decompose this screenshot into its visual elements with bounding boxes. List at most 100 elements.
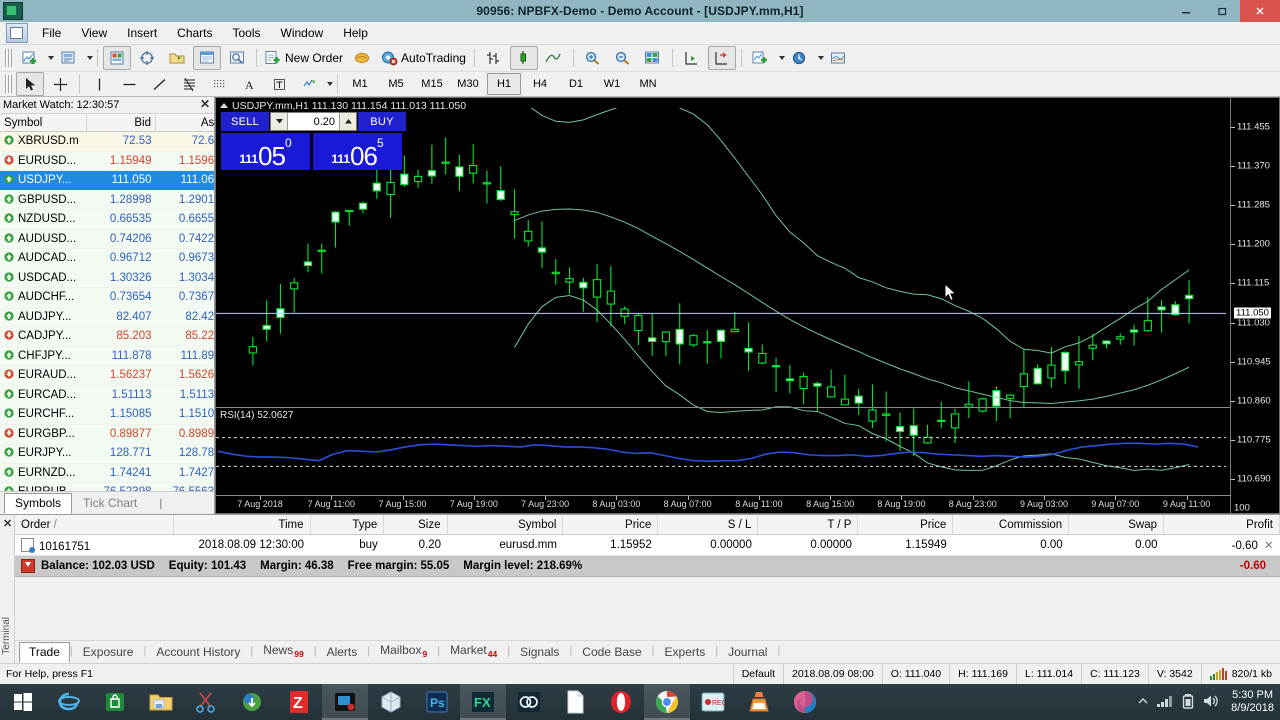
timeframe-mn[interactable]: MN xyxy=(639,78,657,90)
3d-builder-icon[interactable] xyxy=(368,684,414,720)
price-chart[interactable]: USDJPY.mm,H1 111.130 111.154 111.013 111… xyxy=(215,97,1280,514)
line-chart-icon[interactable] xyxy=(540,46,568,70)
price-scale[interactable]: 111.455 111.370 111.285 111.200 111.115 111.0… xyxy=(1230,98,1279,513)
sell-button[interactable]: SELL xyxy=(221,112,269,131)
internet-explorer-icon[interactable] xyxy=(46,684,92,720)
market-watch-row[interactable]: EURRUB...76.5239876.55635 xyxy=(0,482,214,491)
screen-recorder-icon[interactable] xyxy=(322,684,368,720)
col-commission[interactable]: Commission xyxy=(952,515,1070,535)
col-type[interactable]: Type xyxy=(310,515,385,535)
candlestick-chart-icon[interactable] xyxy=(509,46,538,70)
microsoft-store-icon[interactable] xyxy=(92,684,138,720)
tab-signals[interactable]: Signals xyxy=(520,645,560,659)
equidistant-channel-icon[interactable] xyxy=(205,72,233,96)
tab-market[interactable]: Market44 xyxy=(450,643,498,659)
fibonacci-icon[interactable] xyxy=(175,72,203,96)
zoom-in-icon[interactable] xyxy=(579,46,607,70)
text-icon[interactable]: A xyxy=(235,72,263,96)
mql5-community-icon[interactable] xyxy=(348,46,376,70)
table-row[interactable]: 10161751 2018.08.09 12:30:00 buy 0.20 eurusd… xyxy=(15,534,1280,556)
menu-item-charts[interactable]: Charts xyxy=(177,26,213,40)
timeframe-m30[interactable]: M30 xyxy=(457,78,479,90)
opera-browser-icon[interactable] xyxy=(598,684,644,720)
timeframe-h4[interactable]: H4 xyxy=(532,78,548,90)
spiral-app-icon[interactable] xyxy=(782,684,828,720)
strategy-tester-icon[interactable] xyxy=(223,46,251,70)
timeframe-m15[interactable]: M15 xyxy=(421,78,443,90)
vlc-player-icon[interactable] xyxy=(736,684,782,720)
data-window-icon[interactable] xyxy=(133,46,161,70)
close-order-icon[interactable]: ✕ xyxy=(1263,540,1274,552)
tab-exposure[interactable]: Exposure xyxy=(82,645,134,659)
col-time[interactable]: Time xyxy=(173,515,311,535)
terminal-icon[interactable] xyxy=(193,46,221,70)
period-clock-icon[interactable] xyxy=(786,46,814,70)
tab-experts[interactable]: Experts xyxy=(664,645,706,659)
status-traffic[interactable]: 820/1 kb xyxy=(1200,664,1280,684)
toolbar-grip[interactable] xyxy=(5,49,12,67)
volume-icon[interactable] xyxy=(1202,693,1220,712)
rec-app-icon[interactable]: REC xyxy=(690,684,736,720)
volume-increase-icon[interactable] xyxy=(339,113,356,130)
menu-item-insert[interactable]: Insert xyxy=(127,26,158,40)
col-symbol[interactable]: Symbol xyxy=(447,515,564,535)
arrows-icon[interactable] xyxy=(295,72,323,96)
autotrading-button[interactable]: AutoTrading xyxy=(378,46,469,70)
battery-icon[interactable] xyxy=(1181,693,1195,712)
chart-shift-icon[interactable] xyxy=(678,46,706,70)
indicators-icon[interactable] xyxy=(747,46,775,70)
text-label-icon[interactable] xyxy=(265,72,293,96)
time-axis[interactable]: 7 Aug 2018 7 Aug 11:00 7 Aug 15:00 7 Aug 19… xyxy=(216,495,1231,513)
col-price-open[interactable]: Price xyxy=(562,515,659,535)
taskbar-clock[interactable]: 5:30 PM 8/9/2018 xyxy=(1227,689,1274,715)
minimize-button[interactable] xyxy=(1168,0,1204,22)
start-button[interactable] xyxy=(0,684,46,720)
profiles-icon[interactable] xyxy=(55,46,83,70)
buy-price-display[interactable]: 111 06 5 xyxy=(313,133,402,170)
column-header-symbol[interactable]: Symbol xyxy=(0,114,87,132)
menu-item-help[interactable]: Help xyxy=(343,26,368,40)
timeframe-w1[interactable]: W1 xyxy=(603,78,621,90)
tab-mailbox[interactable]: Mailbox9 xyxy=(380,643,428,659)
col-size[interactable]: Size xyxy=(383,515,448,535)
horizontal-line-icon[interactable] xyxy=(115,72,143,96)
vertical-line-icon[interactable] xyxy=(85,72,113,96)
profiles-dropdown-icon[interactable] xyxy=(87,56,93,60)
tab-journal[interactable]: Journal xyxy=(728,645,768,659)
zoom-out-icon[interactable] xyxy=(609,46,637,70)
crosshair-icon[interactable] xyxy=(46,72,74,96)
menu-item-view[interactable]: View xyxy=(81,26,108,40)
timeframe-d1[interactable]: D1 xyxy=(568,78,584,90)
col-profit[interactable]: Profit xyxy=(1163,515,1280,535)
market-watch-icon[interactable] xyxy=(103,46,131,70)
templates-icon[interactable] xyxy=(825,46,853,70)
timeframe-m5[interactable]: M5 xyxy=(388,78,404,90)
menu-item-file[interactable]: File xyxy=(42,26,62,40)
volume-stepper[interactable]: 0.20 xyxy=(270,112,357,131)
cursor-icon[interactable] xyxy=(16,72,44,96)
timeframe-m1[interactable]: M1 xyxy=(352,78,368,90)
status-profile[interactable]: Default xyxy=(732,664,783,684)
tab-tick-chart[interactable]: Tick Chart xyxy=(83,496,138,510)
tab-trade[interactable]: Trade xyxy=(19,642,70,663)
photoshop-icon[interactable]: Ps xyxy=(414,684,460,720)
line-toolbar-grip[interactable] xyxy=(5,75,12,93)
new-chart-icon[interactable] xyxy=(16,46,44,70)
column-header-ask[interactable]: Ask xyxy=(155,114,214,132)
new-chart-dropdown-icon[interactable] xyxy=(48,56,54,60)
close-button[interactable] xyxy=(1240,0,1280,22)
volume-decrease-icon[interactable] xyxy=(271,113,288,130)
